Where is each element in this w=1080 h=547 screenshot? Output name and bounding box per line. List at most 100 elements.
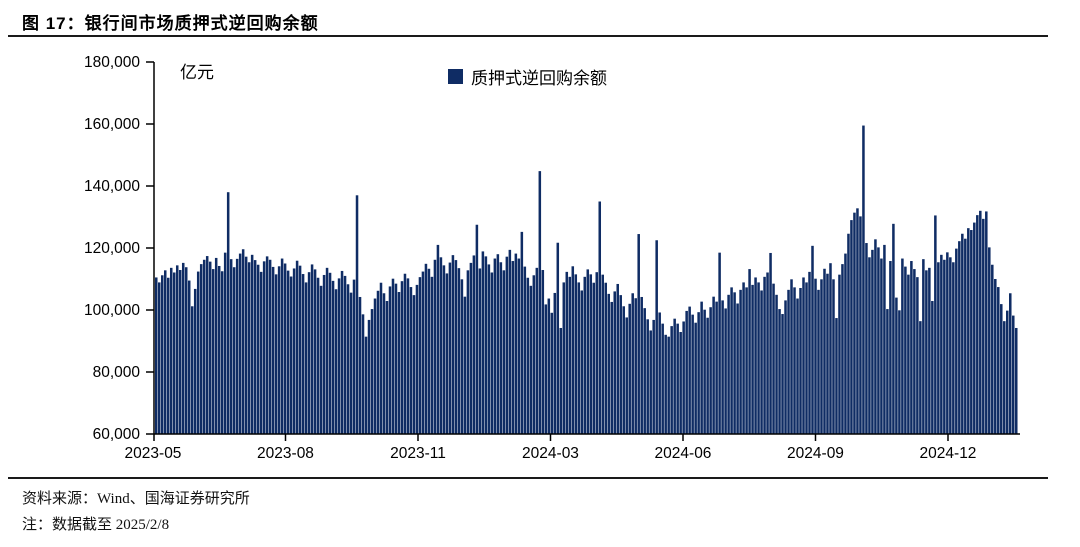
bar — [448, 262, 452, 434]
bar — [256, 264, 260, 434]
bar — [634, 298, 637, 434]
bar — [352, 279, 356, 434]
bar — [412, 295, 416, 434]
bar — [505, 256, 509, 434]
bar — [466, 270, 470, 434]
bar — [349, 292, 353, 434]
bar — [994, 279, 997, 434]
bar — [1009, 293, 1012, 434]
bar — [805, 282, 808, 434]
bar — [742, 282, 745, 434]
bar — [178, 270, 182, 434]
bar — [670, 326, 673, 434]
bar — [601, 274, 604, 434]
bar — [913, 269, 916, 434]
bar — [619, 295, 622, 434]
bar — [514, 253, 518, 434]
bar — [415, 284, 419, 434]
bar — [829, 263, 832, 434]
y-tick-label: 160,000 — [84, 116, 140, 133]
bar — [745, 287, 748, 434]
bar — [343, 275, 347, 434]
bar — [661, 323, 664, 434]
bar — [718, 252, 721, 434]
bar — [655, 240, 658, 434]
bar — [391, 278, 395, 434]
bar — [355, 195, 359, 434]
bar — [622, 306, 625, 434]
bar — [358, 296, 362, 434]
bar — [559, 327, 563, 434]
bar — [880, 258, 883, 434]
bar — [373, 298, 377, 434]
bar — [556, 242, 560, 434]
bar — [733, 292, 736, 434]
bar — [937, 262, 940, 434]
bar — [934, 215, 937, 434]
bar — [208, 261, 212, 434]
bar — [283, 263, 287, 434]
bar — [274, 274, 278, 434]
bar — [280, 258, 284, 434]
bar — [436, 244, 440, 434]
source-line: 资料来源：Wind、国海证券研究所 — [22, 491, 250, 507]
bar — [454, 260, 458, 434]
bar — [490, 272, 494, 434]
bar — [961, 233, 964, 434]
bar — [775, 294, 778, 434]
bar — [712, 296, 715, 434]
bar — [361, 314, 365, 434]
bar — [265, 256, 269, 434]
bar — [772, 283, 775, 434]
bar — [367, 319, 371, 434]
bar — [577, 282, 581, 434]
bar — [862, 125, 865, 435]
bar — [991, 264, 994, 434]
bar — [751, 284, 754, 434]
bar — [427, 268, 431, 434]
bar — [244, 256, 248, 434]
bar — [523, 266, 527, 434]
bar — [544, 304, 548, 434]
y-tick-label: 80,000 — [93, 364, 141, 381]
bar — [382, 293, 386, 434]
bar — [763, 276, 766, 434]
bar — [850, 220, 853, 434]
footer-rule — [8, 477, 1048, 479]
x-tick-label: 2023-11 — [390, 445, 446, 462]
bar — [595, 272, 599, 434]
bar — [400, 281, 404, 434]
bar — [460, 279, 464, 434]
bar — [253, 260, 257, 434]
bar — [286, 270, 290, 434]
bar — [856, 208, 859, 434]
bar — [790, 279, 793, 434]
bar — [247, 262, 251, 434]
bar — [673, 318, 676, 434]
bar — [826, 273, 829, 434]
bar — [694, 322, 697, 434]
bar — [787, 289, 790, 434]
bar — [598, 201, 602, 434]
bar — [370, 309, 374, 434]
bar — [430, 276, 434, 434]
bar — [652, 319, 655, 434]
bar — [778, 309, 781, 434]
bar — [328, 272, 332, 434]
bar — [628, 303, 631, 434]
bar — [904, 266, 907, 434]
bar — [193, 288, 197, 434]
x-tick-label: 2023-05 — [125, 445, 182, 462]
bar — [340, 270, 344, 434]
bar — [259, 271, 263, 434]
x-tick-label: 2024-12 — [920, 445, 977, 462]
bar — [832, 279, 835, 434]
bar — [682, 321, 685, 434]
bar — [973, 222, 976, 434]
bar — [418, 277, 422, 434]
bar — [859, 216, 862, 434]
bar — [697, 312, 700, 434]
bar — [172, 272, 176, 434]
bar — [946, 252, 949, 434]
bar — [877, 247, 880, 434]
